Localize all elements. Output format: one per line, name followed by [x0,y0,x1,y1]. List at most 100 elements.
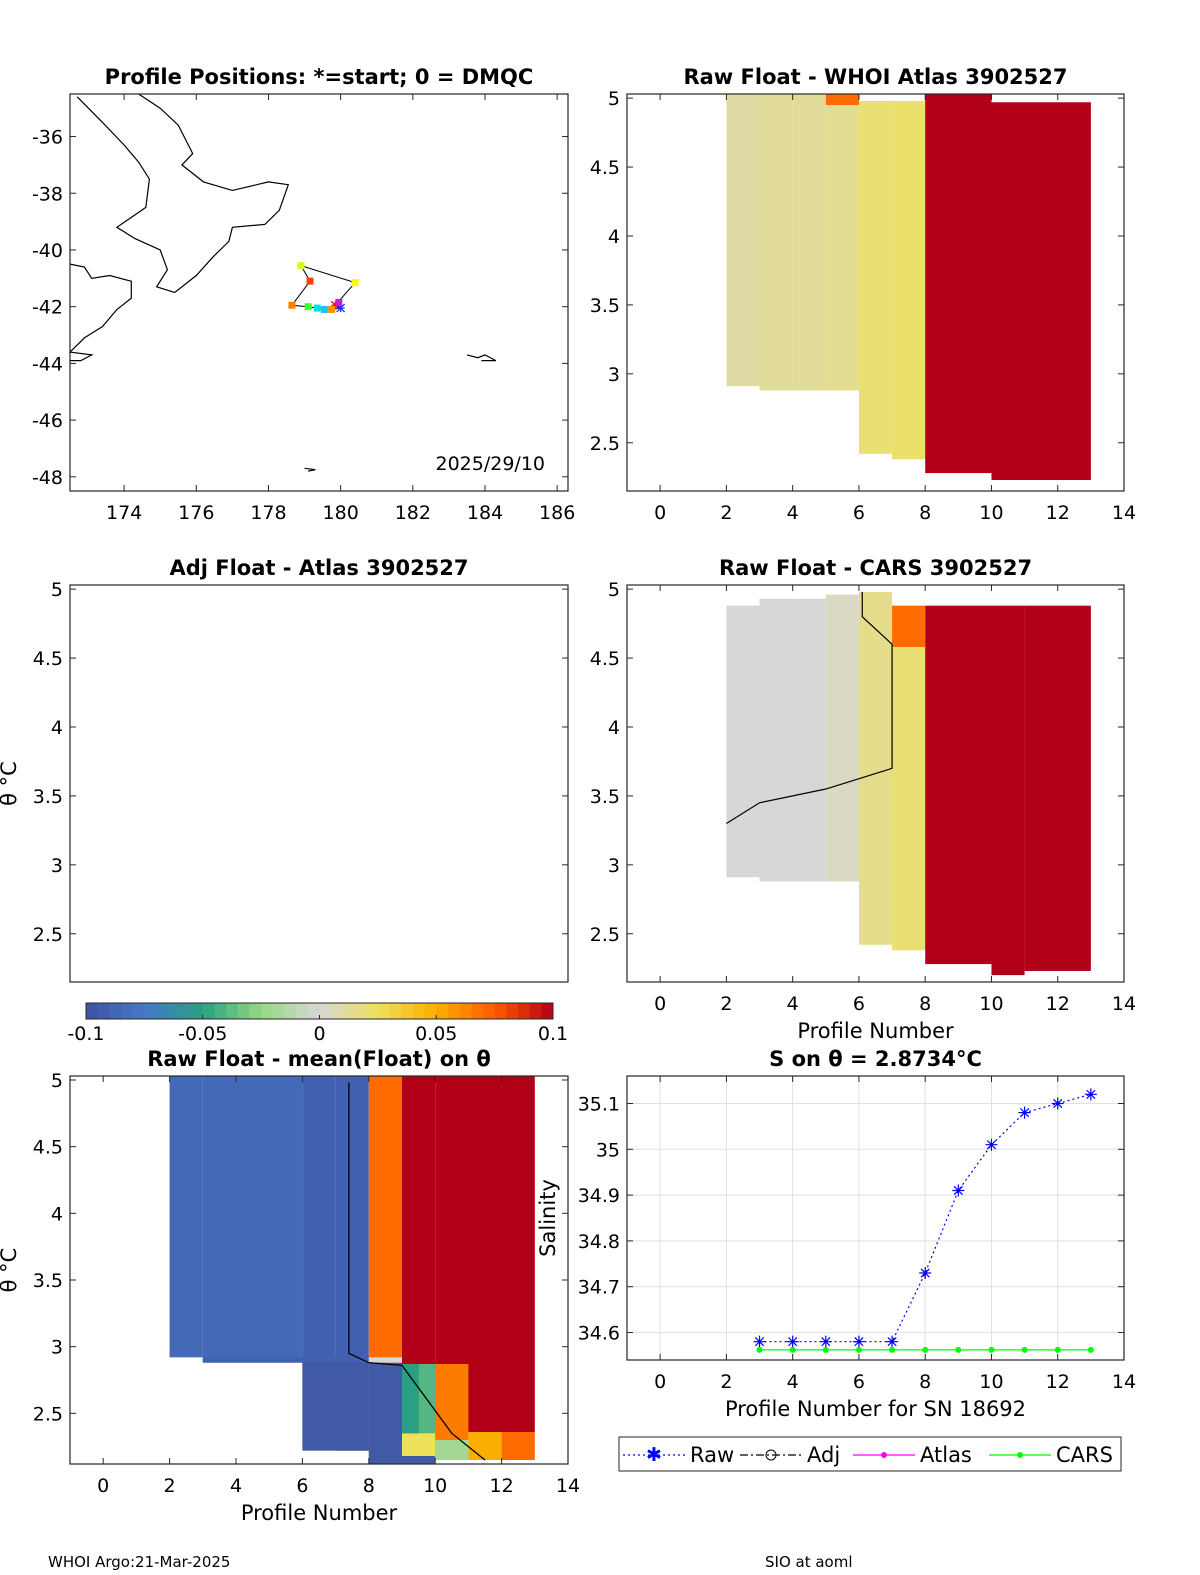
colorbar-tick-label: 0 [313,1023,325,1045]
x-tick-label: 8 [919,993,931,1015]
chart-title: S on θ = 2.8734°C [769,1047,982,1071]
data-point [919,1266,932,1279]
position-marker [335,298,343,306]
colorbar-segment [529,1003,542,1019]
heatmap-column [202,1076,303,1363]
colorbar-tick-label: 0.05 [415,1023,457,1045]
y-tick-label: -40 [32,240,63,262]
x-tick-label: 0 [654,502,666,524]
heatmap-column [792,598,826,882]
axes-frame [626,584,1125,983]
x-tick-label: 174 [106,502,142,524]
data-point [955,1346,962,1353]
footer-left: WHOI Argo:21-Mar-2025 [48,1553,231,1571]
legend-marker [881,1452,887,1458]
data-point [985,1138,998,1151]
heatmap-column [759,94,793,391]
colorbar-segment [319,1003,332,1019]
y-tick-label: 35.1 [578,1093,620,1115]
heatmap-cell [435,1440,469,1460]
data-point [1021,1346,1028,1353]
x-tick-label: 182 [395,502,431,524]
y-tick-label: -38 [32,183,63,205]
colorbar-segment [377,1003,391,1019]
colorbar-tick-label: -0.1 [67,1023,104,1045]
chart-title: Profile Positions: *=start; 0 = DMQC [105,65,534,89]
x-tick-label: 12 [1046,1371,1070,1393]
data-point [855,1346,862,1353]
y-tick-label: 2.5 [33,924,63,946]
heatmap-column [825,594,859,882]
contour-line [348,1082,486,1461]
heatmap-cell [202,1357,369,1363]
x-tick-label: 178 [250,502,286,524]
x-tick-label: 6 [853,993,865,1015]
x-axis-label: Profile Number [797,1019,954,1043]
y-axis-label: Salinity [536,1179,560,1257]
colorbar: -0.1 -0.05 0 0.05 0.1 [67,1002,568,1045]
coastline-south-island [68,263,132,362]
x-axis-label: Profile Number for SN 18692 [725,1397,1026,1421]
x-tick-label: 176 [178,502,214,524]
heatmap-column [858,100,893,454]
y-tick-label: 3 [51,855,63,877]
panel-whoi: Raw Float - WHOI Atlas 3902527 0 2 4 6 8 10 12 1… [590,65,1136,524]
colorbar-segment [97,1003,110,1019]
y-tick-label: 2.5 [590,433,620,455]
colorbar-segment [307,1003,320,1019]
legend-marker: ✱ [646,1444,662,1466]
colorbar-segment [121,1003,134,1019]
x-tick-label: 12 [1046,502,1070,524]
position-marker [351,279,359,287]
y-axis-label: θ °C [0,1248,21,1293]
colorbar-segment [471,1003,484,1019]
colorbar-segment [366,1003,379,1019]
position-marker [328,306,336,314]
colorbar-tick-label: -0.05 [178,1023,227,1045]
heatmap-cell [501,1432,535,1460]
position-marker [336,303,346,313]
legend-marker [1017,1452,1023,1458]
axes-frame [69,584,569,983]
colorbar-segment [389,1003,402,1019]
data-point [819,1335,832,1348]
panel-map: Profile Positions: *=start; 0 = DMQC 174 1… [32,65,575,524]
position-marker [313,304,321,312]
heatmap-column [925,605,992,965]
data-point [786,1335,799,1348]
colorbar-segment [401,1003,414,1019]
colorbar-segment [272,1003,285,1019]
heatmap-column [759,598,793,882]
x-tick-label: 10 [423,1475,447,1497]
data-point [886,1335,899,1348]
heatmap-column [169,1076,203,1358]
axes-frame [626,1075,1125,1361]
axes-frame [69,93,569,492]
x-tick-label: 0 [654,1371,666,1393]
colorbar-segment [436,1003,449,1019]
panel-salinity: S on θ = 2.8734°C 0 2 4 6 8 10 12 14 34.6 34.7 34.8… [536,1047,1136,1472]
float-track [290,265,356,310]
heatmap-cell [402,1433,436,1456]
y-tick-label: 34.9 [578,1185,620,1207]
heatmap-column [925,94,992,474]
colorbar-segment [459,1003,472,1019]
x-tick-label: 180 [323,502,359,524]
panel-mean: Raw Float - mean(Float) on θ 0 2 4 6 8 10 12 14 2… [0,1047,580,1525]
x-tick-label: 0 [654,993,666,1015]
heatmap-column [726,605,760,878]
heatmap-cell [825,94,859,106]
heatmap-column [726,94,760,387]
x-tick-label: 12 [1046,993,1070,1015]
data-point [1018,1106,1031,1119]
colorbar-segment [109,1003,122,1019]
legend-label-atlas: Atlas [920,1443,972,1467]
y-tick-label: 3 [608,364,620,386]
colorbar-segment [482,1003,496,1019]
y-tick-label: 4 [608,226,620,248]
x-tick-label: 14 [556,1475,580,1497]
heatmap-cell [435,1364,469,1440]
data-point [1051,1097,1064,1110]
y-tick-label: 5 [608,579,620,601]
chart-title: Raw Float - CARS 3902527 [719,556,1032,580]
